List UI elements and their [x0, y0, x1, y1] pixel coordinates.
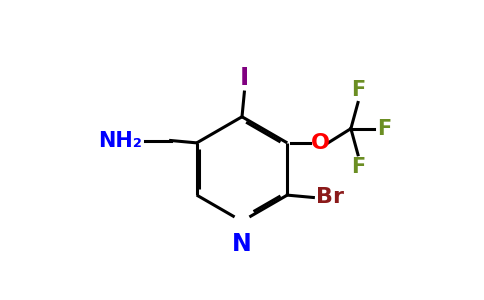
- Text: F: F: [351, 157, 365, 177]
- Text: N: N: [232, 232, 252, 256]
- Text: F: F: [377, 118, 391, 139]
- Text: F: F: [351, 80, 365, 100]
- Text: Br: Br: [316, 188, 344, 208]
- Text: O: O: [311, 133, 330, 153]
- Text: I: I: [240, 66, 249, 90]
- Text: NH₂: NH₂: [98, 130, 142, 151]
